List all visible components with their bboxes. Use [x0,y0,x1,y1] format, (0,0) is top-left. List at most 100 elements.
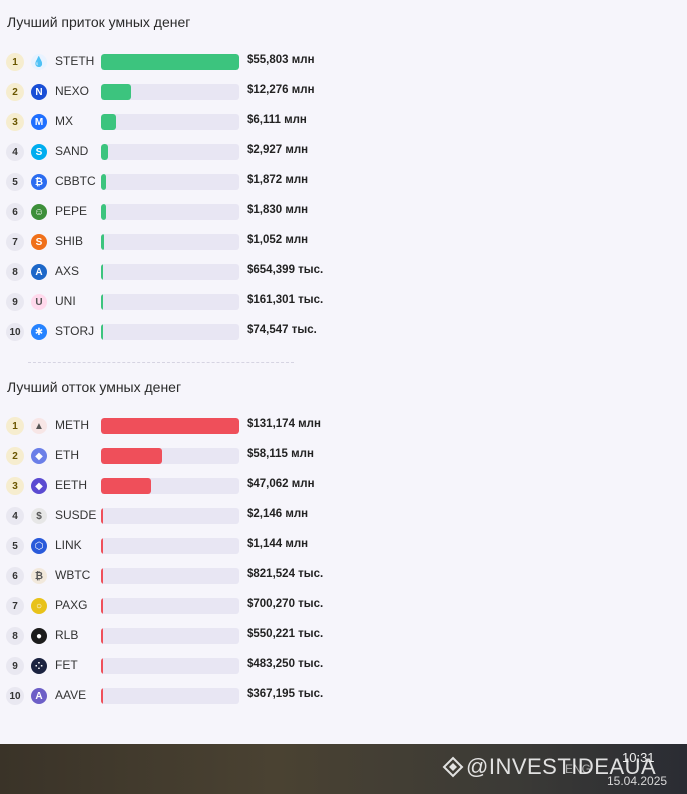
flow-amount: $821,524 тыс. [247,568,324,580]
storj-icon: ✱ [31,324,47,340]
inflow-section-title: Лучший приток умных денег [7,14,191,30]
coin-ticker: WBTC [55,568,91,582]
flow-bar-track [101,204,239,220]
flow-amount: $58,115 млн [247,448,314,460]
link-icon: ⬡ [31,538,47,554]
in-row[interactable]: 7 S SHIB $1,052 млн [0,227,687,257]
outflow-section-title: Лучший отток умных денег [7,379,182,395]
out-row[interactable]: 2 ◆ ETH $58,115 млн [0,441,687,471]
flow-amount: $12,276 млн [247,84,315,96]
flow-bar-track [101,478,239,494]
wbtc-icon: ₿ [31,568,47,584]
rank-badge: 5 [6,173,24,191]
coin-ticker: STETH [55,54,95,68]
in-row[interactable]: 10 ✱ STORJ $74,547 тыс. [0,317,687,347]
eth-icon: ◆ [31,448,47,464]
out-row[interactable]: 4 $ SUSDE $2,146 млн [0,501,687,531]
coin-ticker: PAXG [55,598,88,612]
coin-ticker: SAND [55,144,89,158]
rank-badge: 7 [6,233,24,251]
flow-bar-fill [101,538,103,554]
flow-bar-fill [101,628,103,644]
flow-amount: $2,927 млн [247,144,309,156]
flow-amount: $131,174 млн [247,418,321,430]
paxg-icon: ○ [31,598,47,614]
in-row[interactable]: 9 U UNI $161,301 тыс. [0,287,687,317]
coin-ticker: RLB [55,628,79,642]
flow-bar-fill [101,508,103,524]
flow-bar-fill [101,204,106,220]
clock-time[interactable]: 10:31 [622,750,655,765]
flow-bar-track [101,658,239,674]
steth-icon: 💧 [31,54,47,70]
flow-amount: $55,803 млн [247,54,315,66]
coin-ticker: SHIB [55,234,84,248]
eeth-icon: ◆ [31,478,47,494]
flow-bar-track [101,294,239,310]
flow-bar-fill [101,294,103,310]
rank-badge: 3 [6,477,24,495]
rank-badge: 6 [6,567,24,585]
flow-bar-track [101,568,239,584]
out-row[interactable]: 8 ● RLB $550,221 тыс. [0,621,687,651]
out-row[interactable]: 3 ◆ EETH $47,062 млн [0,471,687,501]
flow-bar-track [101,418,239,434]
flow-bar-fill [101,114,116,130]
flow-bar-fill [101,418,239,434]
rank-badge: 9 [6,293,24,311]
flow-bar-track [101,688,239,704]
flow-bar-track [101,174,239,190]
tray-language[interactable]: ENG [565,762,592,776]
in-row[interactable]: 8 A AXS $654,399 тыс. [0,257,687,287]
in-row[interactable]: 4 S SAND $2,927 млн [0,137,687,167]
flow-amount: $161,301 тыс. [247,294,324,306]
flow-bar-fill [101,144,108,160]
flow-amount: $1,052 млн [247,234,309,246]
flow-amount: $1,144 млн [247,538,309,550]
rank-badge: 10 [6,323,24,341]
clock-date[interactable]: 15.04.2025 [607,774,668,788]
flow-amount: $700,270 тыс. [247,598,324,610]
flow-bar-track [101,538,239,554]
coin-ticker: MX [55,114,73,128]
flow-bar-fill [101,448,162,464]
out-row[interactable]: 6 ₿ WBTC $821,524 тыс. [0,561,687,591]
flow-bar-track [101,84,239,100]
flow-bar-track [101,264,239,280]
flow-amount: $367,195 тыс. [247,688,324,700]
watermark-text: @INVESTIDEAUA [466,754,657,779]
in-row[interactable]: 2 N NEXO $12,276 млн [0,77,687,107]
coin-ticker: METH [55,418,89,432]
rank-badge: 9 [6,657,24,675]
taskbar [0,744,687,794]
out-row[interactable]: 9 ⁘ FET $483,250 тыс. [0,651,687,681]
flow-amount: $2,146 млн [247,508,309,520]
coin-ticker: FET [55,658,78,672]
flow-bar-fill [101,174,106,190]
in-row[interactable]: 1 💧 STETH $55,803 млн [0,47,687,77]
flow-amount: $1,872 млн [247,174,309,186]
rank-badge: 1 [6,53,24,71]
rank-badge: 8 [6,627,24,645]
coin-ticker: CBBTC [55,174,96,188]
out-row[interactable]: 5 ⬡ LINK $1,144 млн [0,531,687,561]
in-row[interactable]: 6 ☺ PEPE $1,830 млн [0,197,687,227]
watermark: @INVESTIDEAUA [442,754,656,780]
out-row[interactable]: 7 ○ PAXG $700,270 тыс. [0,591,687,621]
coin-ticker: LINK [55,538,82,552]
flow-bar-fill [101,234,104,250]
coin-ticker: ETH [55,448,79,462]
flow-bar-fill [101,688,103,704]
out-row[interactable]: 10 A AAVE $367,195 тыс. [0,681,687,711]
in-row[interactable]: 3 M MX $6,111 млн [0,107,687,137]
in-row[interactable]: 5 ₿ CBBTC $1,872 млн [0,167,687,197]
flow-bar-track [101,598,239,614]
out-row[interactable]: 1 ▲ METH $131,174 млн [0,411,687,441]
flow-bar-fill [101,324,103,340]
pepe-icon: ☺ [31,204,47,220]
flow-amount: $654,399 тыс. [247,264,324,276]
meth-icon: ▲ [31,418,47,434]
rank-badge: 4 [6,507,24,525]
flow-amount: $74,547 тыс. [247,324,317,336]
coin-ticker: EETH [55,478,88,492]
